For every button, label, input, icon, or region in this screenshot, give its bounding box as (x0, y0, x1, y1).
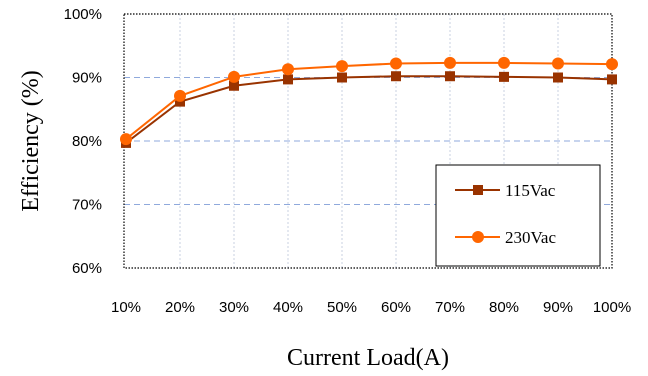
series-230Vac (120, 56, 618, 146)
data-point (498, 56, 510, 69)
x-tick-label: 60% (381, 299, 411, 316)
data-point (120, 133, 132, 146)
x-tick-labels: 10% 20% 30% 40% 50% 60% 70% 80% 90% 100% (111, 299, 631, 316)
x-tick-label: 100% (593, 299, 631, 316)
legend: 115Vac 230Vac (435, 164, 601, 267)
x-tick-label: 40% (273, 299, 303, 316)
x-tick-label: 80% (489, 299, 519, 316)
data-point (282, 63, 294, 76)
data-point (552, 57, 564, 70)
y-tick-label: 80% (72, 133, 102, 150)
y-tick-label: 60% (72, 260, 102, 277)
data-point (174, 89, 186, 102)
legend-box (435, 164, 601, 267)
data-point (444, 56, 456, 69)
x-tick-label: 70% (435, 299, 465, 316)
legend-item: 230Vac (455, 228, 556, 247)
x-axis-title: Current Load(A) (287, 345, 449, 371)
y-tick-labels: 60% 70% 80% 90% 100% (64, 6, 102, 277)
data-point (606, 58, 618, 71)
data-point (445, 71, 455, 82)
y-tick-label: 100% (64, 6, 102, 23)
legend-marker (472, 231, 484, 243)
x-tick-label: 30% (219, 299, 249, 316)
series-layer (120, 56, 618, 148)
data-point (390, 57, 402, 70)
legend-label: 115Vac (505, 181, 556, 200)
y-axis-title: Efficiency (%) (18, 70, 44, 211)
data-point (391, 71, 401, 82)
data-point (336, 60, 348, 73)
legend-marker (473, 185, 483, 195)
data-point (499, 71, 509, 82)
legend-label: 230Vac (505, 228, 556, 247)
y-tick-label: 90% (72, 70, 102, 87)
data-point (229, 80, 239, 91)
x-tick-label: 50% (327, 299, 357, 316)
data-point (607, 74, 617, 85)
series-115Vac (121, 71, 617, 148)
data-point (337, 72, 347, 83)
series-line (125, 61, 613, 140)
data-point (553, 72, 563, 83)
x-tick-label: 90% (543, 299, 573, 316)
data-point (283, 74, 293, 85)
y-tick-label: 70% (72, 197, 102, 214)
data-point (228, 70, 240, 83)
legend-item: 115Vac (455, 181, 556, 200)
series-line (125, 75, 613, 144)
x-tick-label: 10% (111, 299, 141, 316)
x-tick-label: 20% (165, 299, 195, 316)
